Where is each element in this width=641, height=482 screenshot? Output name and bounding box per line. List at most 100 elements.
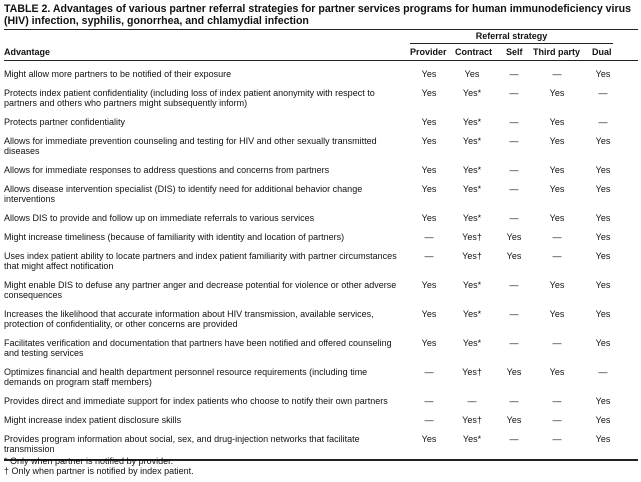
table-row: Allows disease intervention specialist (… xyxy=(4,179,626,208)
cell-third-party: Yes xyxy=(549,213,565,223)
cell-contract: Yes* xyxy=(462,434,482,444)
footnote-asterisk: * Only when partner is notified by provi… xyxy=(4,456,174,466)
table-row: Facilitates verification and documentati… xyxy=(4,333,626,362)
table-row: Allows for immediate prevention counseli… xyxy=(4,131,626,160)
cell-dual: Yes xyxy=(595,136,611,146)
cell-contract: Yes* xyxy=(462,184,482,194)
table-row: Uses index patient ability to locate par… xyxy=(4,246,626,275)
cell-self: Yes xyxy=(506,415,522,425)
data-table: Might allow more partners to be notified… xyxy=(4,64,626,458)
cell-advantage: Uses index patient ability to locate par… xyxy=(4,251,397,271)
cell-self: — xyxy=(509,69,519,79)
group-header: Referral strategy xyxy=(475,31,548,41)
cell-self: — xyxy=(509,165,519,175)
cell-contract: Yes* xyxy=(462,88,482,98)
cell-advantage: Facilitates verification and documentati… xyxy=(4,338,392,358)
cell-third-party: Yes xyxy=(549,117,565,127)
cell-third-party: — xyxy=(552,434,562,444)
cell-dual: Yes xyxy=(595,213,611,223)
cell-third-party: Yes xyxy=(549,184,565,194)
table-row: Might increase timeliness (because of fa… xyxy=(4,227,626,246)
cell-provider: — xyxy=(424,367,434,377)
cell-advantage: Allows disease intervention specialist (… xyxy=(4,184,363,204)
cell-third-party: Yes xyxy=(549,309,565,319)
cell-contract: Yes† xyxy=(462,367,482,377)
cell-third-party: Yes xyxy=(549,88,565,98)
cell-self: — xyxy=(509,396,519,406)
cell-advantage: Optimizes financial and health departmen… xyxy=(4,367,368,387)
cell-dual: Yes xyxy=(595,415,611,425)
header-rule xyxy=(4,60,638,61)
cell-third-party: — xyxy=(552,251,562,261)
cell-dual: Yes xyxy=(595,251,611,261)
cell-self: — xyxy=(509,309,519,319)
cell-self: — xyxy=(509,213,519,223)
cell-advantage: Protects partner confidentiality xyxy=(4,117,126,127)
cell-self: Yes xyxy=(506,367,522,377)
cell-self: — xyxy=(509,184,519,194)
cell-dual: Yes xyxy=(595,396,611,406)
footnote-dagger: † Only when partner is notified by index… xyxy=(4,466,194,476)
table-row: Allows DIS to provide and follow up on i… xyxy=(4,208,626,227)
cell-provider: Yes xyxy=(421,434,437,444)
cell-provider: — xyxy=(424,415,434,425)
cell-provider: Yes xyxy=(421,88,437,98)
cell-provider: Yes xyxy=(421,69,437,79)
cell-advantage: Allows for immediate prevention counseli… xyxy=(4,136,377,156)
cell-provider: Yes xyxy=(421,165,437,175)
cell-advantage: Increases the likelihood that accurate i… xyxy=(4,309,374,329)
table-row: Provides direct and immediate support fo… xyxy=(4,391,626,410)
cell-dual: Yes xyxy=(595,69,611,79)
cell-third-party: — xyxy=(552,415,562,425)
cell-contract: Yes† xyxy=(462,251,482,261)
cell-advantage: Protects index patient confidentiality (… xyxy=(4,88,375,108)
table-row: Might enable DIS to defuse any partner a… xyxy=(4,275,626,304)
cell-provider: — xyxy=(424,251,434,261)
cell-dual: — xyxy=(598,88,608,98)
cell-self: — xyxy=(509,88,519,98)
cell-dual: Yes xyxy=(595,232,611,242)
cell-dual: Yes xyxy=(595,280,611,290)
cell-third-party: — xyxy=(552,232,562,242)
cell-provider: — xyxy=(424,396,434,406)
cell-provider: Yes xyxy=(421,184,437,194)
cell-contract: Yes† xyxy=(462,415,482,425)
table-title: TABLE 2. Advantages of various partner r… xyxy=(4,3,631,27)
cell-third-party: Yes xyxy=(549,367,565,377)
cell-self: Yes xyxy=(506,232,522,242)
col-header-advantage: Advantage xyxy=(4,47,51,57)
table-row: Provides program information about socia… xyxy=(4,429,626,458)
title-rule xyxy=(4,29,638,30)
col-header-self: Self xyxy=(506,47,523,57)
cell-provider: Yes xyxy=(421,136,437,146)
cell-contract: Yes* xyxy=(462,213,482,223)
cell-dual: Yes xyxy=(595,338,611,348)
col-header-third-party: Third party xyxy=(533,47,581,57)
cell-third-party: — xyxy=(552,338,562,348)
cell-third-party: Yes xyxy=(549,136,565,146)
cell-dual: — xyxy=(598,367,608,377)
col-header-provider: Provider xyxy=(410,47,447,57)
cell-contract: Yes* xyxy=(462,136,482,146)
cell-contract: Yes xyxy=(464,69,480,79)
cell-advantage: Provides program information about socia… xyxy=(4,434,360,454)
cell-advantage: Might enable DIS to defuse any partner a… xyxy=(4,280,397,300)
cell-advantage: Allows DIS to provide and follow up on i… xyxy=(4,213,315,223)
cell-self: — xyxy=(509,434,519,444)
cell-provider: Yes xyxy=(421,338,437,348)
cell-contract: Yes† xyxy=(462,232,482,242)
table-row: Might allow more partners to be notified… xyxy=(4,64,626,83)
table-row: Increases the likelihood that accurate i… xyxy=(4,304,626,333)
col-header-contract: Contract xyxy=(455,47,493,57)
table-row: Might increase index patient disclosure … xyxy=(4,410,626,429)
cell-contract: Yes* xyxy=(462,280,482,290)
cell-contract: — xyxy=(467,396,477,406)
cell-contract: Yes* xyxy=(462,309,482,319)
cell-advantage: Might increase timeliness (because of fa… xyxy=(4,232,345,242)
cell-dual: Yes xyxy=(595,434,611,444)
table-row: Allows for immediate responses to addres… xyxy=(4,160,626,179)
cell-dual: Yes xyxy=(595,309,611,319)
col-header-dual: Dual xyxy=(592,47,612,57)
cell-provider: Yes xyxy=(421,117,437,127)
